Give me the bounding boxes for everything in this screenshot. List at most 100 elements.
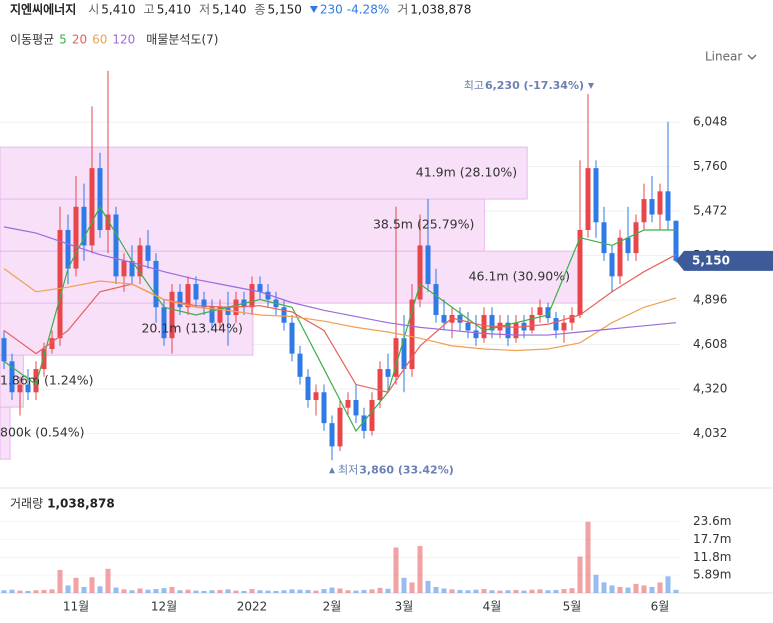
volume-bar	[25, 590, 31, 593]
candle-body	[169, 291, 175, 339]
volume-bar	[673, 589, 679, 593]
candle-body	[457, 314, 463, 323]
candle-body	[665, 191, 671, 221]
candle-body	[265, 291, 271, 300]
candle-body	[409, 299, 415, 370]
volume-profile-label: 38.5m (25.79%)	[373, 217, 474, 232]
candle-body	[545, 307, 551, 319]
candle-body	[377, 369, 383, 400]
volume-bar	[513, 589, 519, 593]
candle-body	[257, 284, 263, 292]
volume-bar	[241, 590, 247, 593]
volume-bar	[105, 568, 111, 593]
volume-profile-label: 46.1m (30.90%)	[469, 269, 570, 284]
candle-body	[1, 338, 7, 362]
volume-profile-label: 20.1m (13.44%)	[141, 321, 242, 336]
candle-body	[385, 369, 391, 377]
volume-profile-label: 41.9m (28.10%)	[416, 165, 517, 180]
volume-value: 1,038,878	[410, 3, 471, 17]
volume-bar	[489, 590, 495, 593]
volume-profile-bar	[0, 198, 485, 252]
volume-profile-bar	[0, 250, 581, 304]
volume-bar	[233, 590, 239, 593]
x-tick-label: 2월	[323, 600, 342, 614]
low-label: 최저	[338, 463, 358, 476]
volume-bar	[49, 589, 55, 593]
volume-bar	[593, 574, 599, 593]
volume-bar	[9, 589, 15, 593]
volume-bar	[225, 589, 231, 593]
candle-body	[649, 199, 655, 215]
volume-bar	[145, 589, 151, 593]
x-tick-label: 3월	[395, 600, 414, 614]
candle-body	[433, 284, 439, 315]
candle-body	[73, 206, 79, 269]
volume-bar	[633, 583, 639, 593]
volume-profile-bar	[0, 146, 528, 200]
volume-bar	[129, 590, 135, 593]
volume-profile-label: 800k (0.54%)	[0, 425, 85, 440]
candle-body	[145, 245, 151, 261]
candle-body	[585, 168, 591, 230]
candle-body	[569, 314, 575, 323]
y-tick-label: 4,896	[693, 293, 727, 307]
volume-bar	[169, 586, 175, 593]
candle-body	[553, 318, 559, 331]
x-tick-label: 11월	[63, 600, 89, 614]
dropdown-chevron[interactable]	[747, 54, 757, 60]
volume-bar	[393, 547, 399, 593]
volume-bar	[577, 556, 583, 593]
y-tick-label: 5,760	[693, 159, 727, 173]
price-value: 5,410	[101, 3, 135, 17]
candle-body	[529, 314, 535, 331]
volume-bar	[33, 590, 39, 593]
volume-tick-label: 23.6m	[693, 514, 731, 528]
price-change: 230	[320, 3, 343, 17]
volume-bar	[569, 588, 575, 593]
volume-bar	[65, 585, 71, 593]
down-triangle	[309, 6, 318, 13]
volume-bar	[297, 589, 303, 593]
candle-body	[393, 338, 399, 377]
candle-body	[225, 307, 231, 315]
ma-legend-item: 20	[72, 33, 87, 47]
candle-body	[185, 284, 191, 308]
candle-body	[41, 348, 47, 370]
x-tick-label: 5월	[563, 600, 582, 614]
candle-body	[129, 260, 135, 277]
volume-bar	[217, 589, 223, 593]
candle-body	[33, 369, 39, 393]
volume-bar	[505, 590, 511, 593]
candle-body	[193, 284, 199, 300]
volume-bar	[57, 569, 63, 593]
volume-bar	[121, 589, 127, 593]
price-tag-label: 5,150	[692, 253, 730, 267]
scale-selector[interactable]: Linear	[705, 50, 742, 64]
volume-bar	[409, 582, 415, 593]
candle-body	[201, 299, 207, 308]
candle-body	[177, 291, 183, 308]
ma-legend-item: 60	[92, 33, 107, 47]
x-tick-label: 2022	[237, 600, 268, 614]
volume-bar	[641, 585, 647, 593]
candle-body	[673, 220, 679, 261]
candle-body	[121, 260, 127, 277]
candle-body	[57, 229, 63, 339]
stock-name: 지엔씨에너지	[10, 2, 76, 17]
candle-body	[633, 222, 639, 254]
volume-title-value: 1,038,878	[47, 497, 115, 511]
volume-bar	[401, 577, 407, 593]
x-tick-label: 4월	[483, 600, 502, 614]
candle-body	[561, 322, 567, 331]
candle-body	[89, 168, 95, 246]
candle-body	[345, 399, 351, 408]
candle-body	[137, 245, 143, 277]
y-tick-label: 6,048	[693, 115, 727, 129]
volume-bar	[177, 590, 183, 593]
volume-profile-label: 1.86m (1.24%)	[0, 373, 93, 388]
volume-bar	[137, 588, 143, 593]
y-tick-label: 4,320	[693, 382, 727, 396]
ma-legend-label: 이동평균	[10, 33, 54, 47]
volume-bar	[313, 590, 319, 593]
candle-body	[489, 314, 495, 331]
